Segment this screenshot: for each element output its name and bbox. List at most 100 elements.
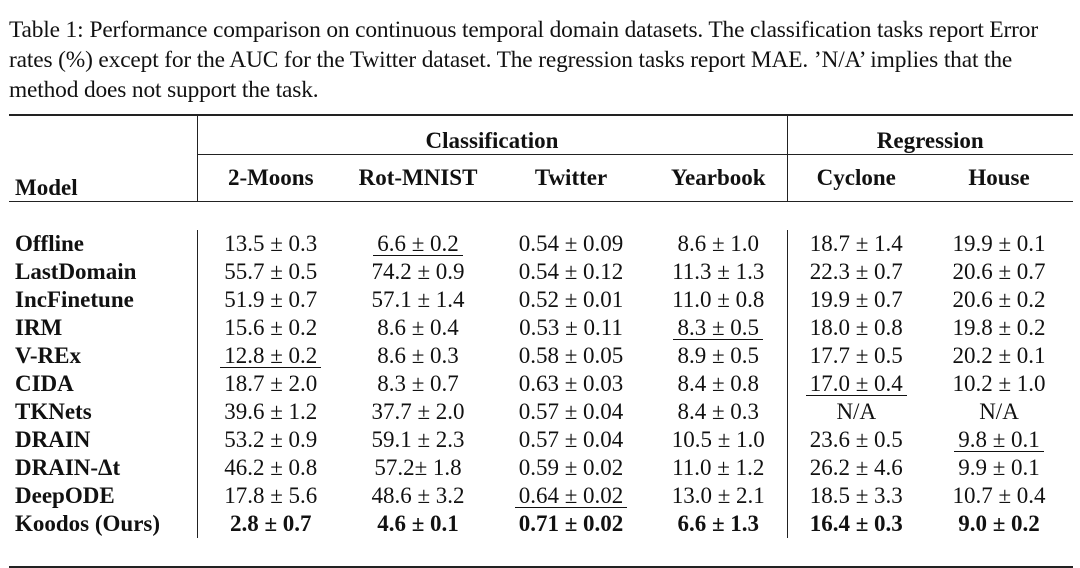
metric-cell: 16.4 ± 0.3 [786,510,925,538]
metric-value: 9.0 ± 0.2 [958,511,1040,536]
model-column-header: Model [15,175,78,200]
table-header: Model Classification Regression 2-Moons … [9,114,1073,202]
metric-cell: 22.3 ± 0.7 [786,258,925,286]
metric-cell: 13.0 ± 2.1 [650,482,787,510]
metric-cell: 57.1 ± 1.4 [344,286,492,314]
table-row: Offline 13.5 ± 0.3 6.6 ± 0.2 0.54 ± 0.09 8.6… [9,230,1073,258]
metric-value: 74.2 ± 0.9 [371,259,465,284]
metric-value: 19.9 ± 0.7 [809,287,903,312]
metric-value: 8.4 ± 0.3 [677,399,760,424]
metric-cell: 15.6 ± 0.2 [196,314,344,342]
metric-value: 19.9 ± 0.1 [952,231,1046,256]
metric-value: 16.4 ± 0.3 [809,511,903,536]
metric-value: 8.9 ± 0.5 [677,343,760,368]
table-body: Offline 13.5 ± 0.3 6.6 ± 0.2 0.54 ± 0.09 8.6… [9,202,1073,567]
metric-cell: 9.9 ± 0.1 [925,454,1073,482]
table-row: DRAIN-Δt 46.2 ± 0.8 57.2± 1.8 0.59 ± 0.02 11… [9,454,1073,482]
metric-cell: 26.2 ± 4.6 [786,454,925,482]
metric-value: N/A [836,399,877,424]
metric-value: N/A [979,399,1019,424]
metric-cell: 10.5 ± 1.0 [650,426,787,454]
column-header: 2-Moons [196,154,344,202]
model-name-cell: DRAIN-Δt [15,455,121,480]
metric-value: 51.9 ± 0.7 [224,287,318,312]
metric-value: 8.6 ± 0.3 [377,343,459,368]
metric-cell: 19.9 ± 0.7 [786,286,925,314]
model-name-cell: Koodos (Ours) [15,511,161,536]
metric-value: 39.6 ± 1.2 [224,399,318,424]
metric-value: 17.7 ± 0.5 [809,343,903,368]
metric-cell: 20.6 ± 0.7 [925,258,1073,286]
metric-cell: 17.0 ± 0.4 [786,370,925,398]
metric-cell: 8.6 ± 1.0 [650,230,787,258]
metric-value: 59.1 ± 2.3 [371,427,465,452]
metric-value: 0.53 ± 0.11 [519,315,623,340]
metric-cell: 46.2 ± 0.8 [196,454,344,482]
metric-cell: 0.53 ± 0.11 [492,314,650,342]
model-name-cell: DRAIN [15,427,91,452]
metric-cell: 0.64 ± 0.02 [492,482,650,510]
column-header: Cyclone [786,154,925,202]
metric-cell: 10.7 ± 0.4 [925,482,1073,510]
metric-cell: 2.8 ± 0.7 [196,510,344,538]
metric-value: 17.8 ± 5.6 [224,483,318,508]
column-header: House [968,165,1030,190]
metric-cell: 19.9 ± 0.1 [925,230,1073,258]
caption-label: Table 1: [9,17,84,43]
metric-cell: 17.8 ± 5.6 [196,482,344,510]
metric-value: 6.6 ± 0.2 [373,232,463,256]
metric-cell: 6.6 ± 0.2 [344,230,492,258]
metric-cell: 11.3 ± 1.3 [650,258,787,286]
metric-cell: 0.63 ± 0.03 [492,370,650,398]
metric-value: 57.1 ± 1.4 [371,287,465,312]
metric-cell: 8.9 ± 0.5 [650,342,787,370]
metric-cell: 53.2 ± 0.9 [196,426,344,454]
metric-value: 57.2± 1.8 [374,455,462,480]
metric-cell: 8.6 ± 0.3 [344,342,492,370]
regression-group-header: Regression [786,116,1073,155]
table-caption: Table 1: Performance comparison on contin… [9,15,1075,105]
metric-value: 0.52 ± 0.01 [518,287,624,312]
metric-value: 8.3 ± 0.5 [673,316,764,340]
metric-value: 0.57 ± 0.04 [518,399,624,424]
metric-value: 0.71 ± 0.02 [518,511,624,536]
metric-cell: 0.71 ± 0.02 [492,510,650,538]
metric-value: 37.7 ± 2.0 [371,399,465,424]
metric-cell: 8.4 ± 0.3 [650,398,787,426]
metric-cell: 4.6 ± 0.1 [344,510,492,538]
metric-cell: 8.3 ± 0.7 [344,370,492,398]
metric-value: 4.6 ± 0.1 [377,511,459,536]
metric-value: 11.0 ± 0.8 [672,287,765,312]
metric-value: 10.5 ± 1.0 [671,427,765,452]
metric-value: 11.3 ± 1.3 [672,259,765,284]
metric-value: 8.3 ± 0.7 [377,371,459,396]
metric-value: 0.59 ± 0.02 [518,455,624,480]
metric-value: 8.4 ± 0.8 [677,371,760,396]
column-header: Yearbook [670,165,766,190]
metric-value: 0.57 ± 0.04 [518,427,624,452]
model-name-cell: CIDA [15,371,74,396]
metric-cell: 37.7 ± 2.0 [344,398,492,426]
metric-value: 8.6 ± 0.4 [377,315,459,340]
table-row: IncFinetune 51.9 ± 0.7 57.1 ± 1.4 0.52 ± 0.… [9,286,1073,314]
metric-cell: 0.54 ± 0.09 [492,230,650,258]
metric-value: 2.8 ± 0.7 [229,511,312,536]
metric-cell: 8.3 ± 0.5 [650,314,787,342]
metric-cell: 23.6 ± 0.5 [786,426,925,454]
metric-value: 20.6 ± 0.2 [952,287,1046,312]
metric-value: 13.5 ± 0.3 [224,231,318,256]
metric-cell: 20.6 ± 0.2 [925,286,1073,314]
metric-value: 17.0 ± 0.4 [805,372,907,396]
metric-cell: 17.7 ± 0.5 [786,342,925,370]
classification-group-header: Classification [196,116,787,155]
metric-value: 0.54 ± 0.09 [518,231,624,256]
metric-value: 0.64 ± 0.02 [514,484,628,508]
column-header: Rot-MNIST [358,165,478,190]
table-row: CIDA 18.7 ± 2.0 8.3 ± 0.7 0.63 ± 0.03 8.4 ± … [9,370,1073,398]
model-name-cell: IncFinetune [15,287,134,312]
metric-cell: 48.6 ± 3.2 [344,482,492,510]
metric-value: 9.9 ± 0.1 [958,455,1040,480]
metric-value: 19.8 ± 0.2 [952,315,1046,340]
model-name-cell: DeepODE [15,483,115,508]
metric-cell: 0.58 ± 0.05 [492,342,650,370]
